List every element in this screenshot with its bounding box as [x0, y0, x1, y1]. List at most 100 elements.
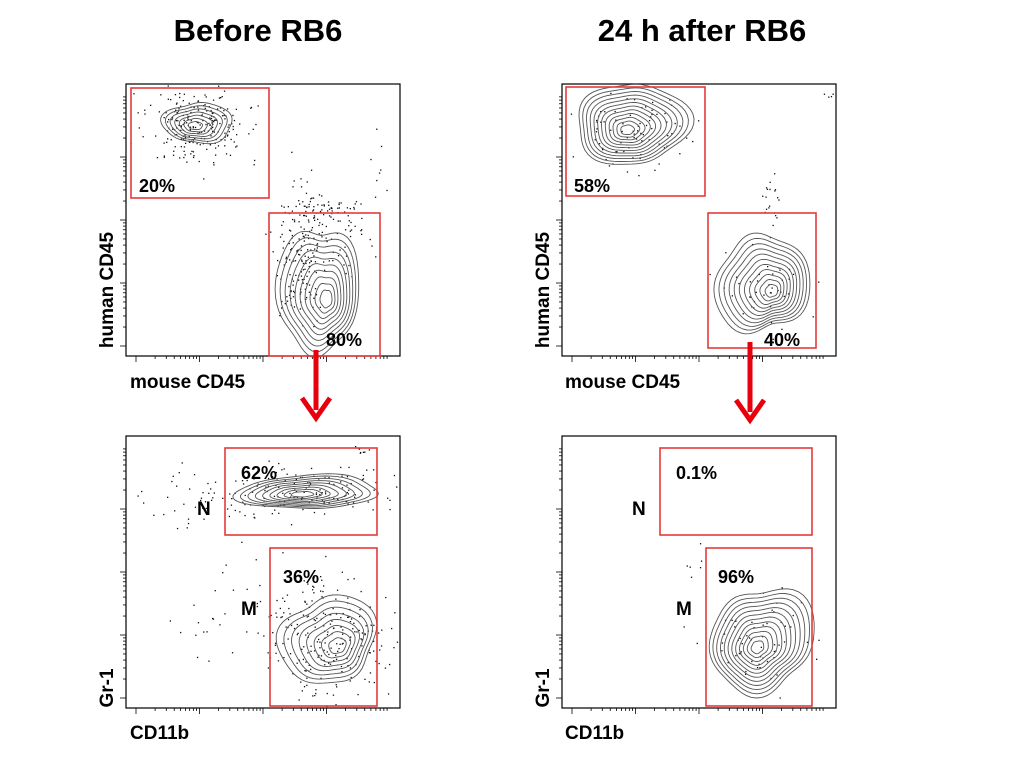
event-dot — [348, 220, 350, 222]
event-dot — [354, 494, 357, 496]
event-dot — [336, 643, 338, 645]
event-dot — [303, 580, 305, 582]
event-dot — [224, 613, 226, 615]
event-dot — [325, 555, 327, 558]
event-dot — [594, 139, 596, 141]
event-dot — [790, 626, 792, 628]
event-dot — [335, 613, 338, 615]
event-dot — [167, 121, 169, 123]
panel-title-before: Before RB6 — [174, 13, 343, 48]
event-dot — [359, 609, 361, 611]
event-dot — [313, 577, 315, 579]
event-dot — [348, 616, 350, 618]
event-dot — [369, 672, 372, 674]
event-dot — [353, 622, 355, 624]
event-dot — [313, 297, 315, 299]
event-dot — [830, 96, 833, 98]
event-dot — [303, 491, 305, 493]
event-dot — [323, 625, 325, 627]
event-dot — [253, 478, 255, 480]
event-dot — [306, 616, 308, 618]
event-dot — [212, 120, 214, 122]
event-dot — [293, 221, 296, 223]
event-dot — [753, 627, 755, 629]
event-dot — [360, 203, 362, 205]
event-dot — [315, 692, 317, 695]
event-dot — [600, 111, 602, 113]
event-dot — [683, 626, 685, 628]
event-dot — [731, 619, 733, 621]
event-dot — [197, 109, 200, 111]
event-dot — [303, 240, 305, 242]
event-dot — [223, 109, 225, 112]
event-dot — [319, 222, 321, 224]
event-dot — [312, 210, 314, 212]
event-dot — [275, 471, 277, 474]
event-dot — [202, 507, 204, 509]
density-contour — [320, 631, 352, 659]
event-dot — [281, 616, 283, 618]
density-contour — [601, 105, 662, 149]
density-contour — [582, 87, 689, 162]
event-dot — [823, 93, 826, 95]
event-dot — [373, 469, 375, 471]
event-dot — [323, 214, 325, 216]
event-dot — [308, 221, 310, 223]
event-dot — [350, 482, 352, 485]
density-contour — [616, 120, 641, 138]
event-dot — [229, 493, 231, 495]
event-dot — [341, 643, 343, 645]
event-dot — [192, 127, 195, 129]
event-dot — [190, 153, 192, 155]
event-dot — [217, 108, 219, 110]
event-dot — [310, 650, 312, 652]
event-dot — [314, 248, 316, 250]
event-dot — [180, 146, 182, 148]
event-dot — [183, 146, 186, 148]
event-dot — [338, 207, 340, 209]
event-dot — [766, 660, 769, 663]
event-dot — [137, 112, 139, 114]
event-dot — [348, 466, 350, 469]
event-dot — [373, 650, 375, 652]
event-dot — [762, 624, 764, 626]
gate-label-N: 62% — [241, 463, 277, 483]
population-label-N: N — [632, 499, 646, 520]
event-dot — [700, 560, 703, 562]
event-dot — [205, 507, 207, 510]
plot-after-bottom: 0.1% 96% N M CD11b Gr-1 — [533, 435, 837, 744]
event-dot — [367, 501, 369, 503]
event-dot — [308, 206, 310, 208]
event-dot — [179, 92, 181, 95]
event-dot — [302, 201, 304, 203]
event-dot — [197, 106, 199, 108]
event-dot — [174, 146, 176, 148]
event-dot — [182, 123, 184, 126]
event-dot — [342, 629, 344, 631]
event-dot — [188, 135, 190, 138]
event-dot — [180, 126, 182, 128]
event-dot — [288, 242, 290, 245]
event-dot — [610, 92, 612, 95]
event-dot — [189, 128, 191, 131]
event-dot — [184, 137, 187, 139]
event-dot — [332, 260, 334, 262]
axis-ticks — [556, 448, 824, 714]
event-dot — [357, 693, 359, 696]
event-dot — [763, 294, 765, 296]
event-dot — [335, 654, 337, 657]
event-dot — [302, 269, 304, 271]
event-dot — [307, 652, 309, 654]
event-dot — [189, 126, 192, 128]
event-dot — [252, 128, 254, 130]
event-dot — [176, 112, 178, 114]
density-contour — [712, 593, 810, 695]
event-dot — [778, 644, 780, 646]
event-dot — [289, 274, 291, 276]
event-dot — [167, 85, 169, 87]
event-dot — [298, 221, 300, 223]
event-dot — [349, 235, 352, 238]
event-dot — [283, 468, 285, 470]
event-dot — [305, 298, 307, 300]
event-dot — [770, 306, 772, 308]
